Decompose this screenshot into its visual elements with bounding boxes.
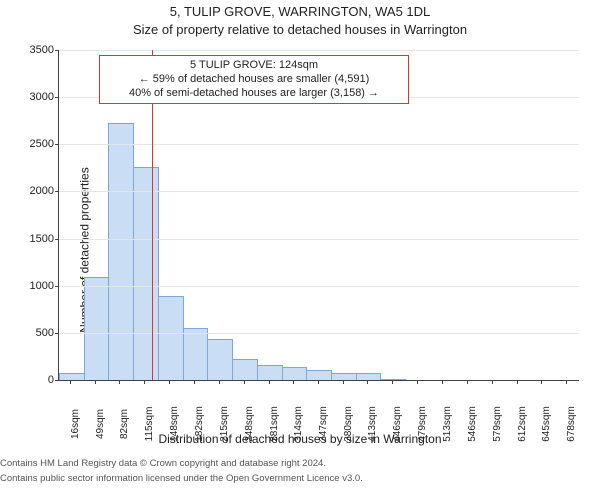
- y-tick-mark: [55, 50, 59, 51]
- y-tick-mark: [55, 239, 59, 240]
- x-tick-mark: [492, 380, 493, 384]
- histogram-bar: [133, 167, 159, 380]
- histogram-bar: [232, 359, 258, 380]
- histogram-bar: [84, 277, 110, 380]
- histogram-bar: [331, 373, 357, 380]
- x-tick-mark: [119, 380, 120, 384]
- histogram-bar: [158, 296, 184, 380]
- x-tick-mark: [219, 380, 220, 384]
- gridline: [59, 333, 579, 334]
- chart-container: 5, TULIP GROVE, WARRINGTON, WA5 1DL Size…: [0, 0, 600, 500]
- x-tick-mark: [70, 380, 71, 384]
- y-tick-label: 0: [0, 374, 54, 386]
- x-tick-mark: [467, 380, 468, 384]
- caption-line1: Contains HM Land Registry data © Crown c…: [0, 458, 600, 469]
- histogram-bar: [183, 328, 209, 380]
- y-tick-mark: [55, 144, 59, 145]
- gridline: [59, 239, 579, 240]
- y-tick-label: 1000: [0, 280, 54, 292]
- x-tick-mark: [95, 380, 96, 384]
- annotation-box: 5 TULIP GROVE: 124sqm ← 59% of detached …: [99, 55, 409, 104]
- x-tick-mark: [169, 380, 170, 384]
- y-tick-label: 3500: [0, 44, 54, 56]
- y-tick-mark: [55, 333, 59, 334]
- x-tick-mark: [269, 380, 270, 384]
- histogram-bar: [282, 367, 308, 380]
- histogram-bar: [59, 373, 85, 380]
- x-tick-mark: [293, 380, 294, 384]
- chart-title-line1: 5, TULIP GROVE, WARRINGTON, WA5 1DL: [0, 4, 600, 19]
- x-tick-mark: [517, 380, 518, 384]
- gridline: [59, 50, 579, 51]
- plot-area: 5 TULIP GROVE: 124sqm ← 59% of detached …: [58, 50, 579, 381]
- y-tick-label: 2000: [0, 185, 54, 197]
- x-tick-mark: [194, 380, 195, 384]
- x-tick-mark: [144, 380, 145, 384]
- x-axis-label: Distribution of detached houses by size …: [0, 432, 600, 446]
- gridline: [59, 144, 579, 145]
- x-tick-mark: [442, 380, 443, 384]
- histogram-bar: [108, 123, 134, 380]
- y-tick-label: 2500: [0, 138, 54, 150]
- x-tick-mark: [541, 380, 542, 384]
- x-tick-mark: [367, 380, 368, 384]
- y-tick-mark: [55, 97, 59, 98]
- x-tick-mark: [392, 380, 393, 384]
- y-tick-label: 1500: [0, 233, 54, 245]
- annotation-line1: 5 TULIP GROVE: 124sqm: [106, 59, 402, 73]
- y-tick-mark: [55, 286, 59, 287]
- y-tick-mark: [55, 380, 59, 381]
- x-tick-mark: [318, 380, 319, 384]
- y-tick-label: 500: [0, 327, 54, 339]
- gridline: [59, 286, 579, 287]
- histogram-bar: [207, 339, 233, 380]
- x-tick-mark: [343, 380, 344, 384]
- x-tick-mark: [566, 380, 567, 384]
- x-tick-mark: [417, 380, 418, 384]
- chart-title-line2: Size of property relative to detached ho…: [0, 22, 600, 37]
- y-tick-label: 3000: [0, 91, 54, 103]
- caption-line2: Contains public sector information licen…: [0, 473, 600, 484]
- annotation-line3: 40% of semi-detached houses are larger (…: [106, 87, 402, 101]
- histogram-bar: [380, 379, 406, 380]
- y-tick-mark: [55, 191, 59, 192]
- annotation-line2: ← 59% of detached houses are smaller (4,…: [106, 73, 402, 87]
- histogram-bar: [257, 365, 283, 380]
- gridline: [59, 191, 579, 192]
- histogram-bar: [306, 370, 332, 380]
- x-tick-mark: [244, 380, 245, 384]
- histogram-bar: [356, 373, 382, 380]
